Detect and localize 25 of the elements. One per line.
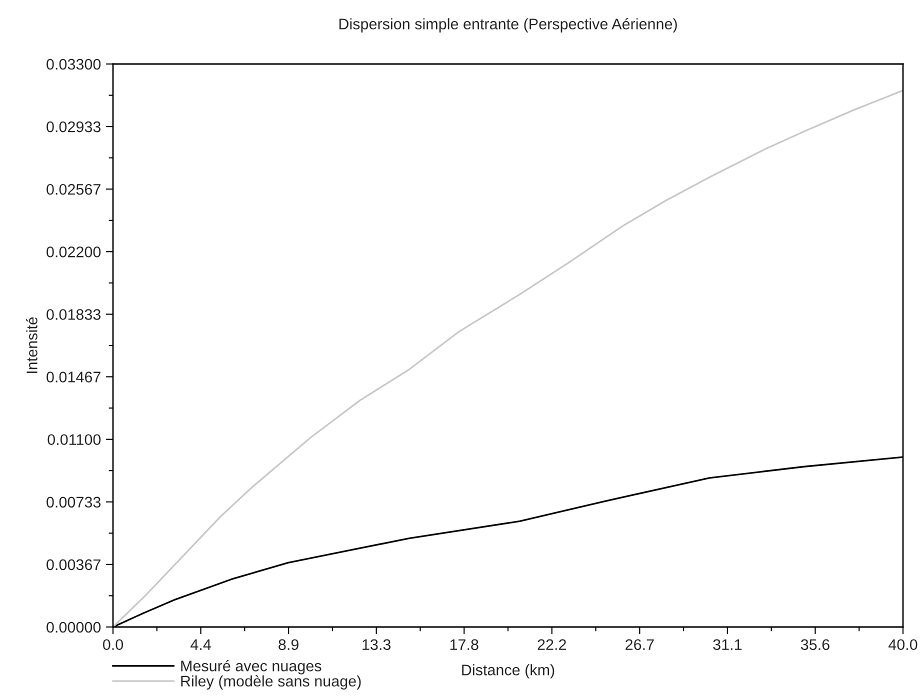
x-tick-label: 22.2 xyxy=(538,639,566,650)
x-tick-label: 4.4 xyxy=(190,639,211,650)
y-tick-label: 0.02200 xyxy=(46,246,101,258)
x-axis-title: Distance (km) xyxy=(462,664,554,678)
x-tick-label: 40.0 xyxy=(888,639,918,650)
y-tick-label: 0.00000 xyxy=(46,622,101,633)
x-tick-label: 26.7 xyxy=(626,639,654,650)
x-tick-label: 17.8 xyxy=(450,639,478,650)
x-tick-label: 31.1 xyxy=(713,639,742,650)
y-tick-label: 0.03300 xyxy=(46,58,101,70)
y-tick-label: 0.01100 xyxy=(48,434,101,446)
y-tick-label: 0.01833 xyxy=(46,309,101,320)
y-tick-label: 0.01467 xyxy=(46,372,100,382)
y-tick-label: 0.02933 xyxy=(46,121,101,132)
chart-title: Dispersion simple entrante (Perspective Aérienne) xyxy=(339,18,677,32)
y-tick-label: 0.00733 xyxy=(46,496,101,508)
legend-label: Riley (modèle sans nuage) xyxy=(181,675,361,690)
x-tick-label: 8.9 xyxy=(278,639,298,650)
y-tick-label: 0.02567 xyxy=(46,184,100,195)
y-axis-title: Intensité xyxy=(26,317,38,373)
x-tick-label: 13.3 xyxy=(362,639,391,650)
y-tick-label: 0.00367 xyxy=(46,559,100,570)
x-tick-label: 0.0 xyxy=(102,639,124,650)
legend-label: Mesuré avec nuages xyxy=(181,660,322,674)
x-tick-label: 35.6 xyxy=(800,639,830,650)
